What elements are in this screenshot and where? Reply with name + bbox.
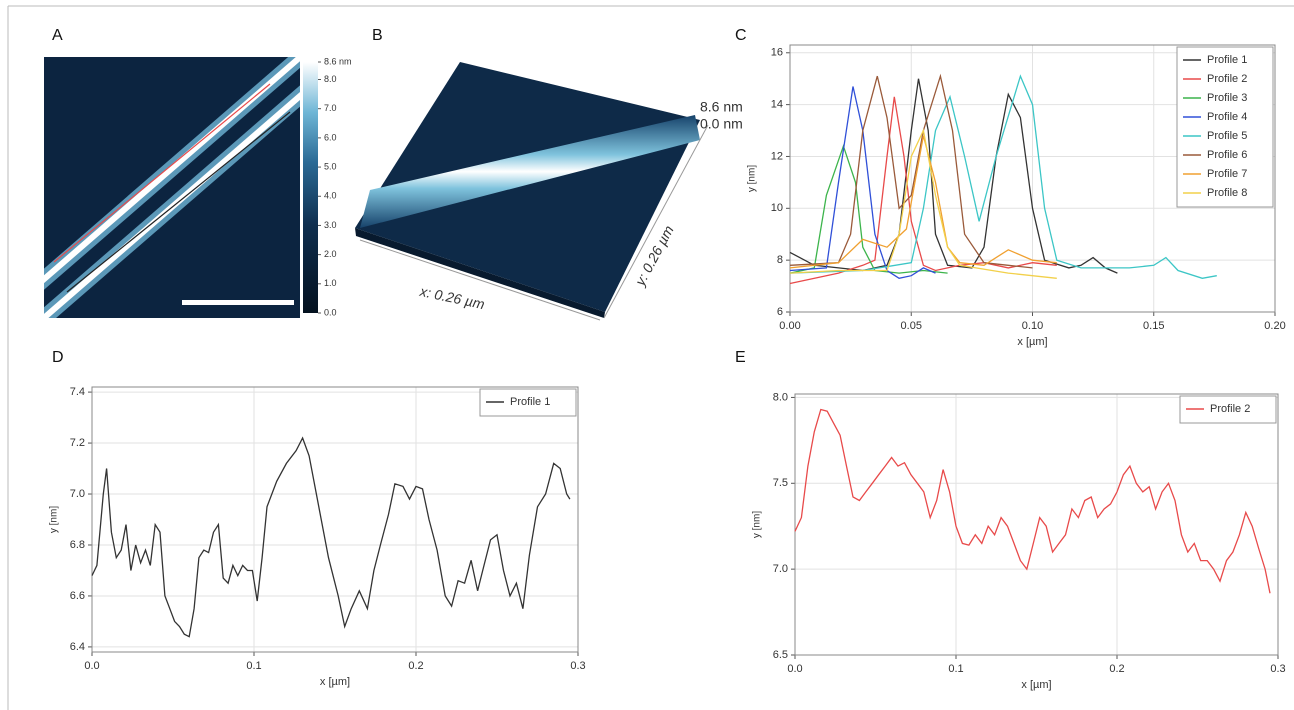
colorbar-tick-label: 8.6 nm	[324, 56, 352, 66]
legend-label: Profile 7	[1207, 168, 1247, 180]
x-tick-label: 0.2	[1109, 663, 1124, 675]
x-tick-label: 0.20	[1264, 320, 1285, 332]
legend-label: Profile 2	[1210, 403, 1250, 415]
x-tick-label: 0.15	[1143, 320, 1164, 332]
colorbar-tick-label: 3.0	[324, 220, 337, 230]
y-tick-label: 16	[771, 47, 783, 59]
y-tick-label: 6.8	[70, 539, 85, 551]
y-axis-label: y [nm]	[49, 506, 60, 533]
colorbar-tick-label: 6.0	[324, 132, 337, 142]
panel-label: E	[735, 349, 746, 366]
x-axis-label: x [µm]	[320, 676, 350, 688]
y-tick-label: 7.0	[773, 563, 788, 575]
colorbar-tick-label: 7.0	[324, 103, 337, 113]
legend-label: Profile 2	[1207, 73, 1247, 85]
legend-label: Profile 8	[1207, 187, 1247, 199]
colorbar-tick-label: 0.0	[324, 307, 337, 317]
profile-line	[91, 436, 571, 638]
colorbar-tick-label: 4.0	[324, 191, 337, 201]
panel-label: C	[735, 27, 747, 44]
legend-label: Profile 1	[510, 396, 550, 408]
profile-line	[789, 128, 1057, 279]
panel-label: B	[372, 27, 383, 44]
profile-line	[789, 73, 1033, 269]
colorbar-tick-label: 2.0	[324, 249, 337, 259]
plot-frame	[91, 386, 579, 653]
plot-frame	[789, 44, 1276, 313]
x-tick-label: 0.1	[246, 660, 261, 672]
y-tick-label: 7.0	[70, 488, 85, 500]
y-tick-label: 6.4	[70, 641, 85, 653]
x-tick-label: 0.3	[570, 660, 585, 672]
y-axis-label: y [nm]	[747, 165, 758, 192]
x-axis-label: x [µm]	[1017, 336, 1047, 348]
x-size-label: x: 0.26 µm	[418, 283, 487, 313]
y-tick-label: 7.4	[70, 386, 85, 398]
profile-line	[789, 74, 1217, 279]
afm-image	[44, 57, 300, 318]
y-tick-label: 6.6	[70, 590, 85, 602]
legend-label: Profile 5	[1207, 130, 1247, 142]
afm-3d-surface	[355, 62, 709, 321]
y-tick-label: 6.5	[773, 649, 788, 661]
x-tick-label: 0.05	[901, 320, 922, 332]
profile-line	[789, 135, 1057, 269]
y-tick-label: 8	[777, 254, 783, 266]
legend-label: Profile 4	[1207, 111, 1247, 123]
panel-label: D	[52, 349, 64, 366]
z-max-label: 8.6 nm	[700, 99, 743, 115]
colorbar-tick-label: 5.0	[324, 161, 337, 171]
legend-label: Profile 6	[1207, 149, 1247, 161]
y-tick-label: 7.2	[70, 437, 85, 449]
profile-line	[789, 144, 948, 274]
y-tick-label: 12	[771, 150, 783, 162]
profile-line	[789, 96, 1057, 285]
colorbar	[303, 62, 318, 313]
x-tick-label: 0.3	[1270, 663, 1285, 675]
colorbar-tick-label: 8.0	[324, 74, 337, 84]
legend-box	[1176, 46, 1274, 208]
x-tick-label: 0.0	[787, 663, 802, 675]
profile-line	[789, 86, 936, 279]
x-tick-label: 0.10	[1022, 320, 1043, 332]
y-axis-label: y [nm]	[752, 511, 763, 538]
x-axis-label: x [µm]	[1021, 679, 1051, 691]
x-tick-label: 0.1	[948, 663, 963, 675]
plot-frame	[794, 393, 1279, 656]
y-tick-label: 8.0	[773, 391, 788, 403]
legend-label: Profile 1	[1207, 54, 1247, 66]
x-tick-label: 0.2	[408, 660, 423, 672]
legend-label: Profile 3	[1207, 92, 1247, 104]
colorbar-tick-label: 1.0	[324, 278, 337, 288]
legend-box	[1179, 395, 1277, 424]
y-tick-label: 10	[771, 202, 783, 214]
profile-line	[794, 408, 1271, 594]
z-min-label: 0.0 nm	[700, 116, 743, 132]
y-tick-label: 6	[777, 306, 783, 318]
x-tick-label: 0.00	[779, 320, 800, 332]
y-tick-label: 7.5	[773, 477, 788, 489]
y-tick-label: 14	[771, 99, 783, 111]
panel-label: A	[52, 27, 63, 44]
x-tick-label: 0.0	[84, 660, 99, 672]
